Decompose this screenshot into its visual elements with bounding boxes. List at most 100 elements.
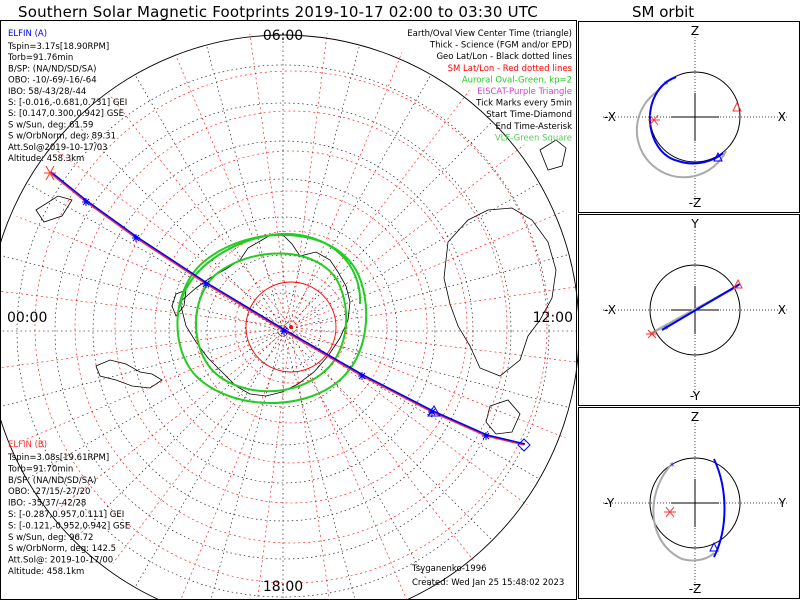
elfin-a-asterisk: * [670,462,674,472]
sm-latitude-circle [74,110,508,544]
view-triangle-b [732,101,742,112]
tick-mark [428,408,436,416]
elfin-a-name: ELFIN (A) [8,29,47,39]
sm-longitude-line [54,148,292,328]
elfin-b-param: Att.Sol@: 2019-10-17/00 [8,556,113,566]
elfin-a-orbit [713,458,726,558]
auroral-oval-boundary [195,252,348,393]
sm-orbit-title: SM orbit [632,3,695,21]
elfin-a-param: Tspin=3.17s[18.90RPM] [7,42,109,52]
tick-mark [82,198,90,206]
elfin-a-param: S: [0.147,0.300,0.942] GSE [8,109,124,119]
geo-latitude-circle [206,254,360,408]
auroral-oval [176,232,368,404]
model-credit: Tsyganenko-1996 [411,564,487,574]
sm-longitude-line [290,144,525,328]
created-timestamp: Created: Wed Jan 25 15:48:02 2023 [412,578,564,588]
elfin-a-param: IBO: 58/-43/28/-44 [8,87,86,97]
legend-entry: SM Lat/Lon - Red dotted lines [448,64,573,74]
geo-longitude-line [134,330,284,588]
sm-longitude-line [108,93,292,328]
coastline [485,399,521,435]
legend-entry: End Time-Asterisk [495,122,572,132]
elfin-a-param: Torb=91.76min [7,53,73,63]
elfin-a-param: S w/Sun, deg: 61.59 [8,120,93,130]
axis-label-right: Y [778,496,787,510]
coastline [539,139,567,171]
sm-longitude-line [290,326,407,600]
sm-pole-circle [245,281,337,373]
legend-entry: VLF-Green Square [495,133,572,143]
view-triangle [733,278,743,289]
axis-label-left: -X [604,303,616,317]
view-center-triangle [427,405,441,417]
end-asterisk [44,165,56,181]
axis-label-left: -X [604,110,616,124]
sm-longitude-line [290,286,578,328]
coastline [95,359,163,389]
axis-label-top: Y [690,217,699,231]
sm-latitude-circle [114,150,468,504]
sm-longitude-line [290,90,470,328]
elfin-a-param: Altitude: 458.3km [8,154,84,164]
sm-latitude-circle [234,270,348,384]
axis-label-bottom: -Z [689,582,702,596]
geo-latitude-circle [130,178,436,484]
continent-outlines [35,139,567,435]
geo-longitude-line [0,330,284,408]
geo-longitude-line [282,182,540,332]
axis-label-right: X [778,303,786,317]
tick-mark [132,234,140,242]
sm-longitude-line [16,215,292,328]
legend-entry: EISCAT-Purple Triangle [477,87,572,97]
elfin-a-param: S w/OrbNorm, deg: 89.31 [8,132,116,142]
elfin-a-asterisk: * [664,80,668,90]
elfin-b-param: S w/Sun, deg: 96.72 [8,533,93,543]
sm-longitude-line [290,326,330,600]
legend-entry: Start Time-Diamond [486,110,572,120]
elfin-b-param: S w/OrbNorm, deg: 142.5 [8,544,116,554]
sm-longitude-line [0,326,292,369]
sm-longitude-line [0,290,292,328]
sm-longitude-line [290,326,474,561]
legend-entry: Geo Lat/Lon - Black dotted lines [436,52,572,62]
sm-longitude-line [112,326,292,564]
coastline [443,207,557,377]
elfin-b-marker [648,114,660,126]
geo-longitude-line [26,182,284,332]
sm-longitude-line [290,211,564,328]
sm-longitude-line [180,326,292,600]
sm-longitude-line [257,326,292,600]
legend-entry: Auroral Oval-Green, kp=2 [462,75,572,85]
elfin-b-param: Altitude: 458.1km [8,567,84,577]
hour-label-right: 12:00 [533,310,573,326]
sm-longitude-line [290,52,403,328]
auroral-oval-boundary [176,234,368,404]
sm-longitude-line [290,326,528,506]
elfin-a-param: Att.Sol@2019-10-17/03 [8,143,108,153]
sm-longitude-line [18,326,292,443]
coordinate-grid [0,33,578,600]
geo-longitude-line [210,330,284,600]
tick-mark [280,327,288,335]
view-triangle [709,541,719,552]
geo-longitude-line [73,121,284,332]
view-triangle-a [713,151,723,162]
legend-entry: Earth/Oval View Center Time (triangle) [407,29,572,39]
sm-latitude-circle [34,70,548,584]
elfin-b-param: Tspin=3.08s[19.61RPM] [7,453,109,463]
hour-label-left: 00:00 [7,310,47,326]
orbit-gray [652,462,715,562]
elfin-b-param: IBO: -35/37/-42/28 [8,499,86,509]
elfin-a-track [50,171,526,445]
annotation-text: 06:00 00:00 12:00 18:00 ELFIN (A) Tspin=3.17s… [7,28,573,595]
elfin-b-track [49,172,525,446]
sm-latitude-circle [154,190,428,464]
axis-label-top: Z [691,410,699,424]
legend-entry: Thick - Science (FGM and/or EPD) [429,41,572,51]
horizon-circle [0,34,578,600]
start-diamond [517,438,531,452]
geo-longitude-line [282,330,493,541]
elfin-b-param: S: [-0.121,-0.952,0.942] GSE [8,521,130,531]
elfin-a-orbit [661,283,741,331]
